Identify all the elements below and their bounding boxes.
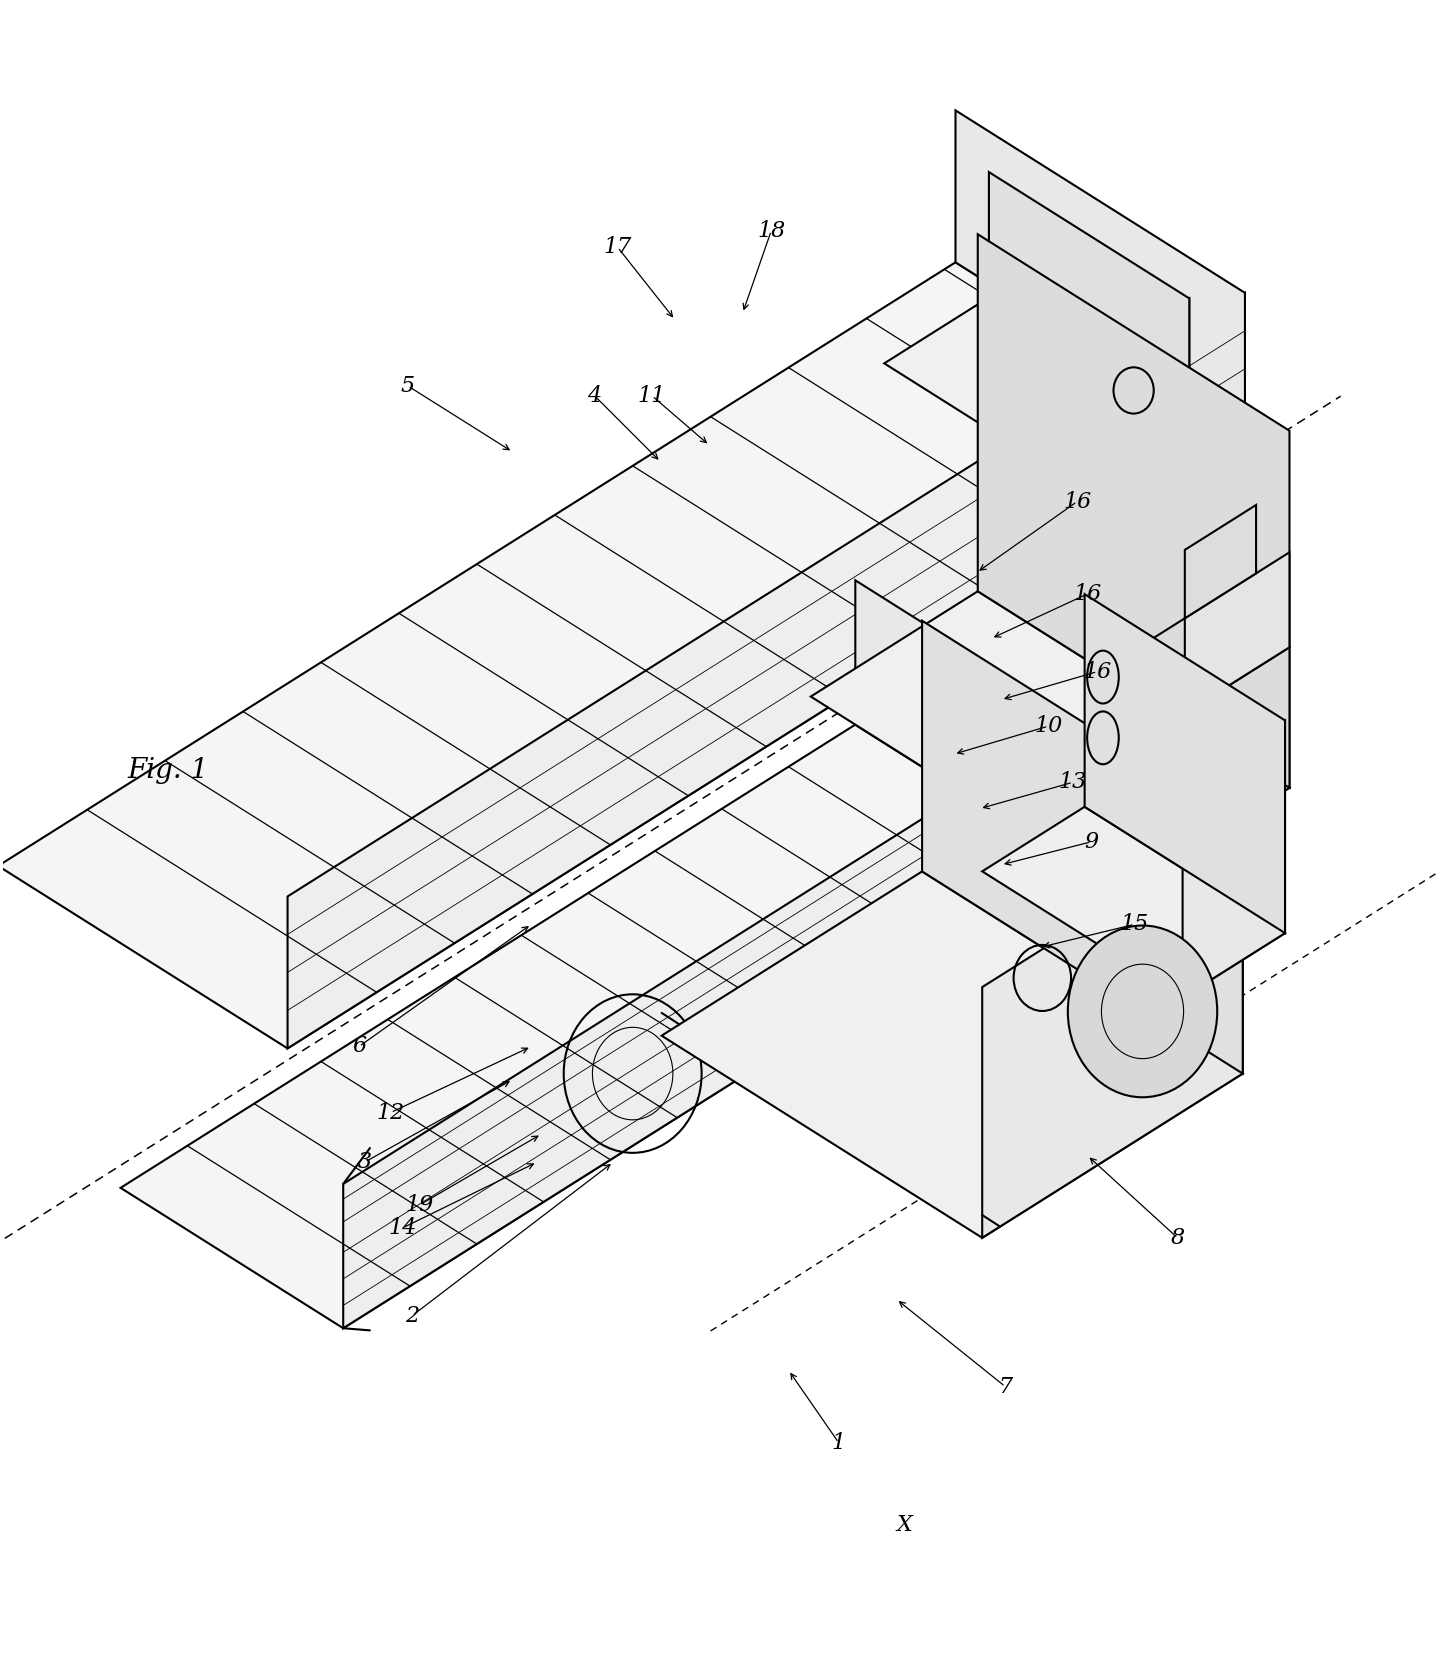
Text: 2: 2 (405, 1304, 420, 1327)
Polygon shape (343, 721, 1079, 1329)
Text: 16: 16 (1063, 490, 1092, 512)
Polygon shape (982, 807, 1285, 998)
Polygon shape (982, 824, 1243, 1238)
Text: 4: 4 (587, 384, 601, 408)
Text: 5: 5 (401, 374, 415, 398)
Polygon shape (855, 580, 1079, 865)
Polygon shape (989, 172, 1190, 424)
Polygon shape (1185, 552, 1289, 713)
Polygon shape (978, 234, 1289, 787)
Text: 17: 17 (603, 237, 632, 258)
Text: 3: 3 (358, 1152, 372, 1173)
Polygon shape (1122, 497, 1185, 658)
Text: 19: 19 (405, 1195, 434, 1216)
Polygon shape (1185, 505, 1256, 618)
Text: 16: 16 (1083, 661, 1112, 683)
Text: 1: 1 (832, 1432, 846, 1453)
Text: 14: 14 (388, 1218, 417, 1239)
Text: 9: 9 (1084, 830, 1099, 853)
Text: 10: 10 (1034, 716, 1063, 737)
Polygon shape (1182, 721, 1285, 998)
Text: Fig. 1: Fig. 1 (127, 757, 209, 784)
Polygon shape (1084, 298, 1190, 490)
Text: X: X (897, 1514, 913, 1536)
Text: 11: 11 (637, 384, 666, 408)
Text: 12: 12 (376, 1102, 405, 1123)
Text: 13: 13 (1058, 771, 1087, 794)
Polygon shape (884, 297, 1190, 490)
Text: 8: 8 (1171, 1228, 1185, 1249)
Polygon shape (0, 262, 1244, 1049)
Text: 7: 7 (998, 1375, 1012, 1399)
Circle shape (1069, 926, 1217, 1097)
Polygon shape (921, 621, 1243, 1074)
Polygon shape (1084, 595, 1285, 933)
Polygon shape (662, 872, 1243, 1238)
Text: 16: 16 (1073, 583, 1102, 605)
Polygon shape (956, 111, 1244, 444)
Polygon shape (810, 592, 1289, 893)
Polygon shape (121, 724, 1079, 1329)
Polygon shape (287, 293, 1244, 1049)
Text: 18: 18 (757, 220, 786, 242)
Polygon shape (1122, 648, 1289, 893)
Text: 6: 6 (352, 1036, 366, 1057)
Text: 15: 15 (1120, 913, 1149, 935)
